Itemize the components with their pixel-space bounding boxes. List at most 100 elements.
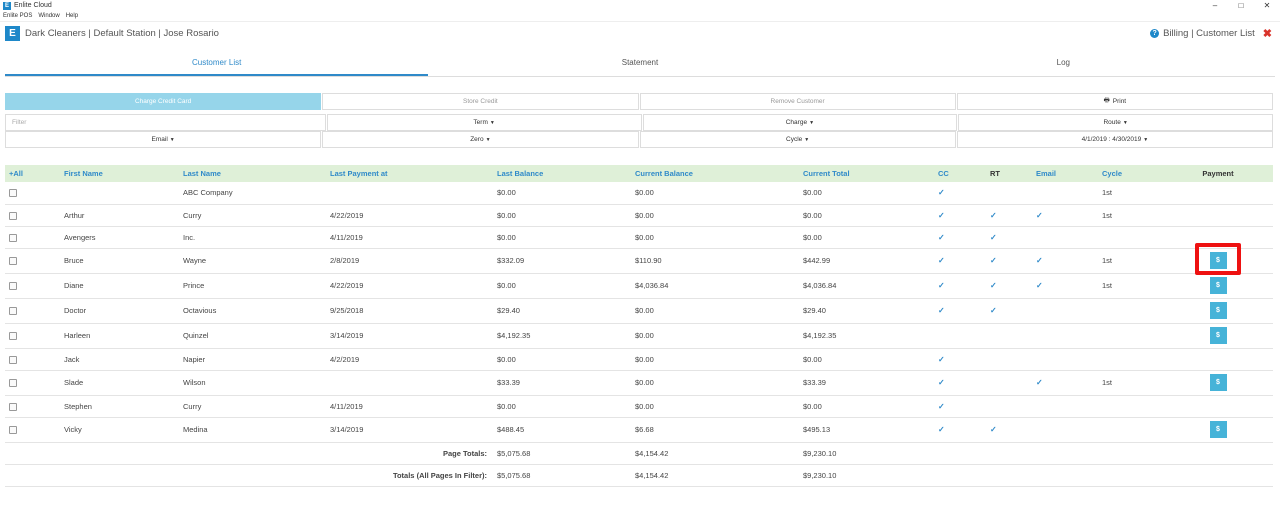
- row-checkbox[interactable]: [9, 282, 17, 290]
- first-name-cell: [60, 182, 179, 205]
- email-label: Email: [151, 136, 168, 143]
- tab-log[interactable]: Log: [1056, 58, 1070, 67]
- last-payment-cell: 9/25/2018: [326, 298, 493, 324]
- table-row[interactable]: ABC Company $0.00 $0.00 $0.00 ✓ 1st: [5, 182, 1273, 205]
- close-icon[interactable]: ✖: [1262, 28, 1272, 40]
- row-checkbox[interactable]: [9, 307, 17, 315]
- tab-customer-list[interactable]: Customer List: [5, 54, 429, 76]
- row-checkbox[interactable]: [9, 211, 17, 220]
- last-name-cell: Inc.: [179, 226, 326, 249]
- table-row[interactable]: Harleen Quinzel 3/14/2019 $4,192.35 $0.00 $4,…: [5, 323, 1273, 349]
- row-checkbox[interactable]: [9, 233, 17, 242]
- filter-input[interactable]: Filter: [5, 114, 326, 131]
- payment-button[interactable]: $: [1209, 374, 1227, 391]
- payment-button[interactable]: $: [1209, 421, 1227, 438]
- store-credit-button[interactable]: Store Credit: [322, 93, 639, 110]
- last-balance-cell: $0.00: [493, 273, 631, 299]
- cycle-header[interactable]: Cycle: [1102, 169, 1123, 178]
- rt-check-icon: ✓: [990, 256, 997, 265]
- route-dropdown[interactable]: Route ▼: [958, 114, 1273, 131]
- row-checkbox[interactable]: [9, 426, 17, 434]
- rt-check-icon: ✓: [990, 232, 997, 242]
- header-right: ? Billing | Customer List ✖: [1150, 27, 1272, 40]
- payment-button[interactable]: $: [1209, 327, 1227, 344]
- menu-help[interactable]: Help: [65, 13, 79, 19]
- cc-check-icon: ✓: [938, 401, 945, 411]
- current-total-cell: $442.99: [799, 248, 934, 274]
- last-name-cell: Wayne: [179, 248, 326, 274]
- rt-check-icon: ✓: [990, 306, 997, 315]
- current-balance-cell: $0.00: [631, 348, 799, 371]
- cc-header[interactable]: CC: [938, 169, 949, 178]
- last-payment-cell: 4/22/2019: [326, 204, 493, 227]
- route-label: Route: [1103, 119, 1121, 126]
- table-row[interactable]: Avengers Inc. 4/11/2019 $0.00 $0.00 $0.00 ✓ ✓: [5, 226, 1273, 249]
- table-row[interactable]: Doctor Octavious 9/25/2018 $29.40 $0.00 $29.4…: [5, 298, 1273, 324]
- all-total-current-total: $9,230.10: [799, 464, 934, 487]
- row-checkbox[interactable]: [9, 379, 17, 387]
- charge-dropdown[interactable]: Charge ▼: [642, 114, 958, 131]
- first-name-header[interactable]: First Name: [64, 169, 103, 178]
- payment-button[interactable]: $: [1209, 302, 1227, 319]
- last-balance-header[interactable]: Last Balance: [497, 169, 544, 178]
- payment-button[interactable]: $: [1209, 252, 1227, 269]
- all-totals-row: Totals (All Pages In Filter): $5,075.68 …: [5, 464, 1273, 487]
- table-row[interactable]: Jack Napier 4/2/2019 $0.00 $0.00 $0.00 ✓: [5, 348, 1273, 371]
- table-row[interactable]: Slade Wilson $33.39 $0.00 $33.39 ✓ ✓ 1st $: [5, 370, 1273, 396]
- last-name-header[interactable]: Last Name: [183, 169, 221, 178]
- charge-credit-card-button[interactable]: Charge Credit Card: [5, 93, 322, 110]
- enlite-logo-icon: E: [5, 26, 20, 41]
- cycle-cell: 1st: [1098, 248, 1163, 274]
- row-checkbox[interactable]: [9, 189, 17, 198]
- cycle-dropdown[interactable]: Cycle ▼: [639, 131, 956, 148]
- maximize-button[interactable]: □: [1238, 1, 1244, 10]
- current-balance-cell: $0.00: [631, 395, 799, 418]
- date-range-dropdown[interactable]: 4/1/2019 : 4/30/2019 ▼: [956, 131, 1273, 148]
- remove-customer-button[interactable]: Remove Customer: [639, 93, 956, 110]
- table-row[interactable]: Arthur Curry 4/22/2019 $0.00 $0.00 $0.00 ✓ ✓ ✓ 1s…: [5, 204, 1273, 227]
- zero-dropdown[interactable]: Zero ▼: [322, 131, 639, 148]
- email-header[interactable]: Email: [1036, 169, 1057, 178]
- cycle-cell: [1098, 226, 1163, 249]
- last-payment-header[interactable]: Last Payment at: [330, 169, 388, 178]
- table-row[interactable]: Stephen Curry 4/11/2019 $0.00 $0.00 $0.00 ✓: [5, 395, 1273, 418]
- close-window-button[interactable]: ✕: [1263, 1, 1271, 10]
- billing-breadcrumb[interactable]: Billing | Customer List: [1163, 28, 1255, 39]
- current-total-header[interactable]: Current Total: [803, 169, 850, 178]
- current-balance-header[interactable]: Current Balance: [635, 169, 693, 178]
- row-checkbox[interactable]: [9, 402, 17, 411]
- current-total-cell: $4,192.35: [799, 323, 934, 349]
- table-row[interactable]: Bruce Wayne 2/8/2019 $332.09 $110.90 $442.99 ✓…: [5, 243, 1273, 275]
- print-button[interactable]: 🖶 Print: [956, 93, 1273, 110]
- zero-label: Zero: [470, 136, 484, 143]
- chevron-down-icon: ▼: [485, 136, 491, 143]
- last-payment-cell: 4/22/2019: [326, 273, 493, 299]
- menu-bar: Enlite POS Window Help: [0, 11, 1280, 22]
- row-checkbox[interactable]: [9, 332, 17, 340]
- select-all-header[interactable]: +All: [9, 169, 23, 178]
- table-row[interactable]: Vicky Medina 3/14/2019 $488.45 $6.68 $495.13 ✓…: [5, 417, 1273, 443]
- last-payment-cell: 4/2/2019: [326, 348, 493, 371]
- chevron-down-icon: ▼: [489, 119, 495, 126]
- first-name-cell: Harleen: [60, 323, 179, 349]
- cc-check-icon: ✓: [938, 232, 945, 242]
- current-balance-cell: $0.00: [631, 323, 799, 349]
- menu-enlite-pos[interactable]: Enlite POS: [3, 13, 33, 19]
- tab-statement[interactable]: Statement: [621, 58, 659, 67]
- cycle-cell: 1st: [1098, 204, 1163, 227]
- cycle-label: Cycle: [786, 136, 803, 143]
- help-icon[interactable]: ?: [1150, 29, 1160, 38]
- payment-button[interactable]: $: [1209, 277, 1227, 294]
- minimize-button[interactable]: –: [1212, 1, 1218, 10]
- row-checkbox[interactable]: [9, 257, 17, 265]
- term-dropdown[interactable]: Term ▼: [326, 114, 642, 131]
- email-check-icon: ✓: [1036, 210, 1043, 220]
- last-balance-cell: $488.45: [493, 417, 631, 443]
- first-name-cell: Slade: [60, 370, 179, 396]
- menu-window[interactable]: Window: [38, 13, 60, 19]
- row-checkbox[interactable]: [9, 355, 17, 364]
- last-balance-cell: $33.39: [493, 370, 631, 396]
- table-row[interactable]: Diane Prince 4/22/2019 $0.00 $4,036.84 $4,036…: [5, 273, 1273, 299]
- email-dropdown[interactable]: Email ▼: [5, 131, 322, 148]
- cycle-cell: 1st: [1098, 182, 1163, 205]
